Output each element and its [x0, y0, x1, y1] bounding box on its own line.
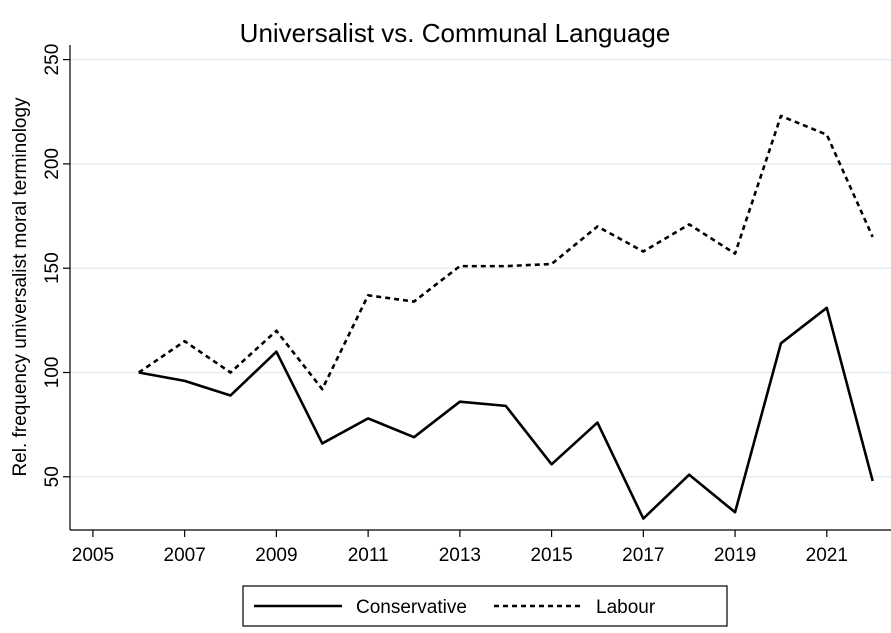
x-tick-label: 2013 — [439, 545, 481, 566]
x-tick-label: 2005 — [72, 545, 114, 566]
legend-label: Labour — [596, 597, 656, 618]
y-axis-label: Rel. frequency universalist moral termin… — [10, 97, 31, 477]
legend-label: Conservative — [356, 597, 467, 618]
x-tick-label: 2017 — [622, 545, 664, 566]
x-tick-label: 2021 — [806, 545, 848, 566]
y-tick-label: 250 — [42, 44, 63, 76]
chart-title: Universalist vs. Communal Language — [240, 18, 671, 48]
x-tick-label: 2019 — [714, 545, 756, 566]
y-tick-label: 100 — [42, 357, 63, 389]
x-tick-label: 2015 — [530, 545, 572, 566]
series-line — [138, 306, 874, 520]
y-tick-label: 50 — [42, 466, 63, 487]
x-tick-label: 2011 — [348, 545, 389, 566]
x-tick-label: 2009 — [255, 545, 297, 566]
x-tick-label: 2007 — [164, 545, 206, 566]
y-tick-label: 200 — [42, 148, 63, 180]
y-tick-label: 150 — [42, 252, 63, 284]
